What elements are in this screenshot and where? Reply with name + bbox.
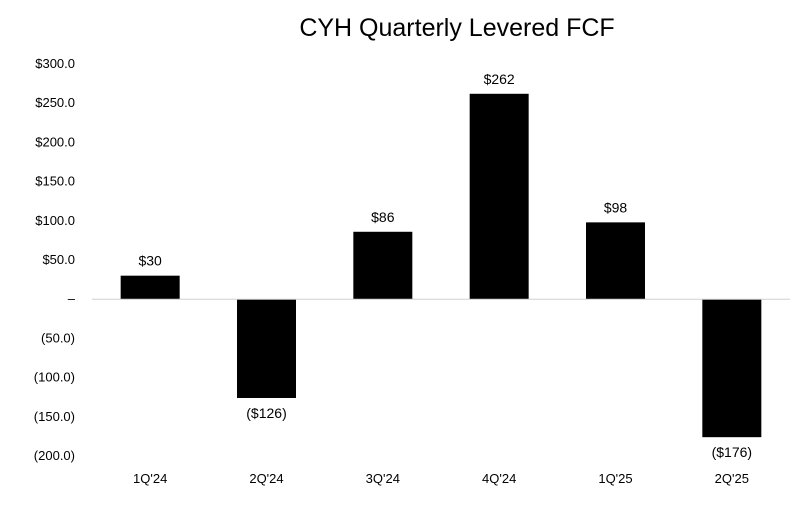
data-label: $30	[138, 253, 162, 269]
bar	[120, 275, 180, 300]
y-tick-label: $250.0	[35, 95, 75, 110]
y-tick-label: (100.0)	[34, 370, 75, 385]
x-tick-label: 2Q'25	[715, 471, 749, 486]
bar	[353, 231, 413, 300]
y-tick-label: $200.0	[35, 134, 75, 149]
bar	[586, 222, 645, 300]
data-label: $262	[484, 71, 515, 87]
bar	[237, 299, 296, 398]
bar	[469, 93, 529, 300]
x-tick-label: 3Q'24	[366, 471, 400, 486]
x-axis: 1Q'24 2Q'24 3Q'24 4Q'24 1Q'25 2Q'25	[133, 471, 749, 486]
x-tick-label: 1Q'25	[598, 471, 632, 486]
y-axis: $300.0 $250.0 $200.0 $150.0 $100.0 $50.0 – (50.…	[34, 56, 76, 463]
y-tick-label: $50.0	[42, 252, 75, 267]
x-tick-label: 2Q'24	[249, 471, 283, 486]
data-label: $98	[604, 199, 628, 215]
y-tick-label: $100.0	[35, 213, 75, 228]
y-tick-label: (150.0)	[34, 409, 75, 424]
x-tick-label: 1Q'24	[133, 471, 167, 486]
y-tick-label: –	[68, 291, 76, 306]
y-tick-label: (50.0)	[41, 330, 75, 345]
data-label: ($176)	[712, 444, 752, 460]
data-labels-group: $30 ($126) $86 $262 $98 ($176)	[138, 71, 752, 460]
data-label: ($126)	[246, 405, 286, 421]
x-tick-label: 4Q'24	[482, 471, 516, 486]
y-tick-label: (200.0)	[34, 448, 75, 463]
bar	[702, 299, 762, 438]
bars-group	[120, 93, 762, 438]
y-tick-label: $150.0	[35, 174, 75, 189]
chart-title: CYH Quarterly Levered FCF	[299, 14, 615, 42]
data-label: $86	[371, 209, 395, 225]
y-tick-label: $300.0	[35, 56, 75, 71]
